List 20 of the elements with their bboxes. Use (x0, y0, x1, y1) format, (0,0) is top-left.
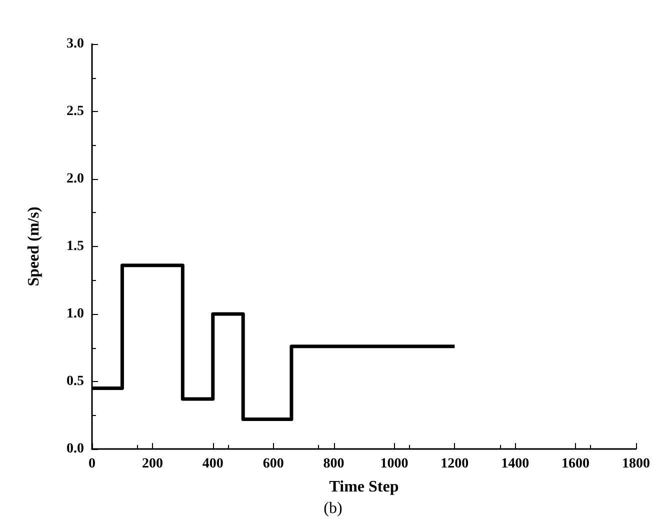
x-tick-label: 1600 (562, 456, 590, 472)
x-tick-label: 800 (323, 456, 344, 472)
x-tick-label: 1000 (380, 456, 408, 472)
y-tick-label: 0.0 (66, 442, 84, 456)
y-tick-label: 3.0 (66, 36, 84, 52)
x-tick-label: 1800 (622, 456, 650, 472)
x-tick-label: 200 (142, 456, 163, 472)
x-tick-label: 600 (262, 456, 284, 472)
y-tick-label: 2.5 (66, 104, 84, 119)
x-tick-label: 0 (88, 456, 96, 472)
y-tick-label: 1.0 (66, 306, 84, 322)
x-axis-title: Time Step (329, 478, 399, 496)
y-axis-title: Speed (m/s) (26, 206, 42, 286)
y-tick-label: 0.5 (66, 374, 84, 389)
x-tick-label: 1200 (440, 456, 469, 472)
y-tick-label: 2.0 (66, 172, 84, 186)
text: (b) (322, 500, 344, 518)
x-tick-label: 1400 (501, 456, 530, 472)
y-tick-label: 1.5 (66, 239, 84, 254)
x-tick-label: 400 (202, 456, 224, 472)
